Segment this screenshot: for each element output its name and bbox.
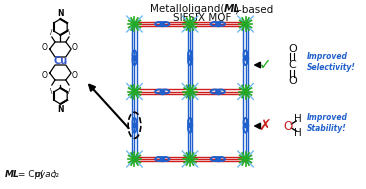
Text: O: O <box>288 44 297 54</box>
Text: ML: ML <box>224 4 241 14</box>
Text: O: O <box>288 76 297 86</box>
Text: ✗: ✗ <box>259 119 272 133</box>
Text: N: N <box>57 9 64 18</box>
Text: pyac: pyac <box>34 170 56 179</box>
Text: \: \ <box>50 88 52 94</box>
Text: O: O <box>71 70 77 80</box>
Text: C: C <box>288 60 296 70</box>
Text: Cu: Cu <box>53 56 68 66</box>
Text: H: H <box>294 128 302 138</box>
Text: Improved
Selectivity!: Improved Selectivity! <box>307 52 356 72</box>
Text: O: O <box>284 119 293 132</box>
Text: O: O <box>42 70 48 80</box>
Text: )₂: )₂ <box>53 170 60 179</box>
Text: ML: ML <box>5 170 20 179</box>
Text: /: / <box>50 29 52 35</box>
Text: Improved
Stability!: Improved Stability! <box>307 113 348 133</box>
Text: SIFSIX MOF: SIFSIX MOF <box>173 13 232 23</box>
Text: ✓: ✓ <box>259 57 272 73</box>
Text: N: N <box>57 105 64 115</box>
Text: = Cu(: = Cu( <box>15 170 43 179</box>
Text: O: O <box>71 43 77 51</box>
Text: O: O <box>42 43 48 51</box>
Text: Metalloligand(: Metalloligand( <box>150 4 224 14</box>
Text: \: \ <box>68 29 71 35</box>
Text: H: H <box>294 114 302 124</box>
Text: )-based: )-based <box>234 4 273 14</box>
Text: /: / <box>68 88 71 94</box>
